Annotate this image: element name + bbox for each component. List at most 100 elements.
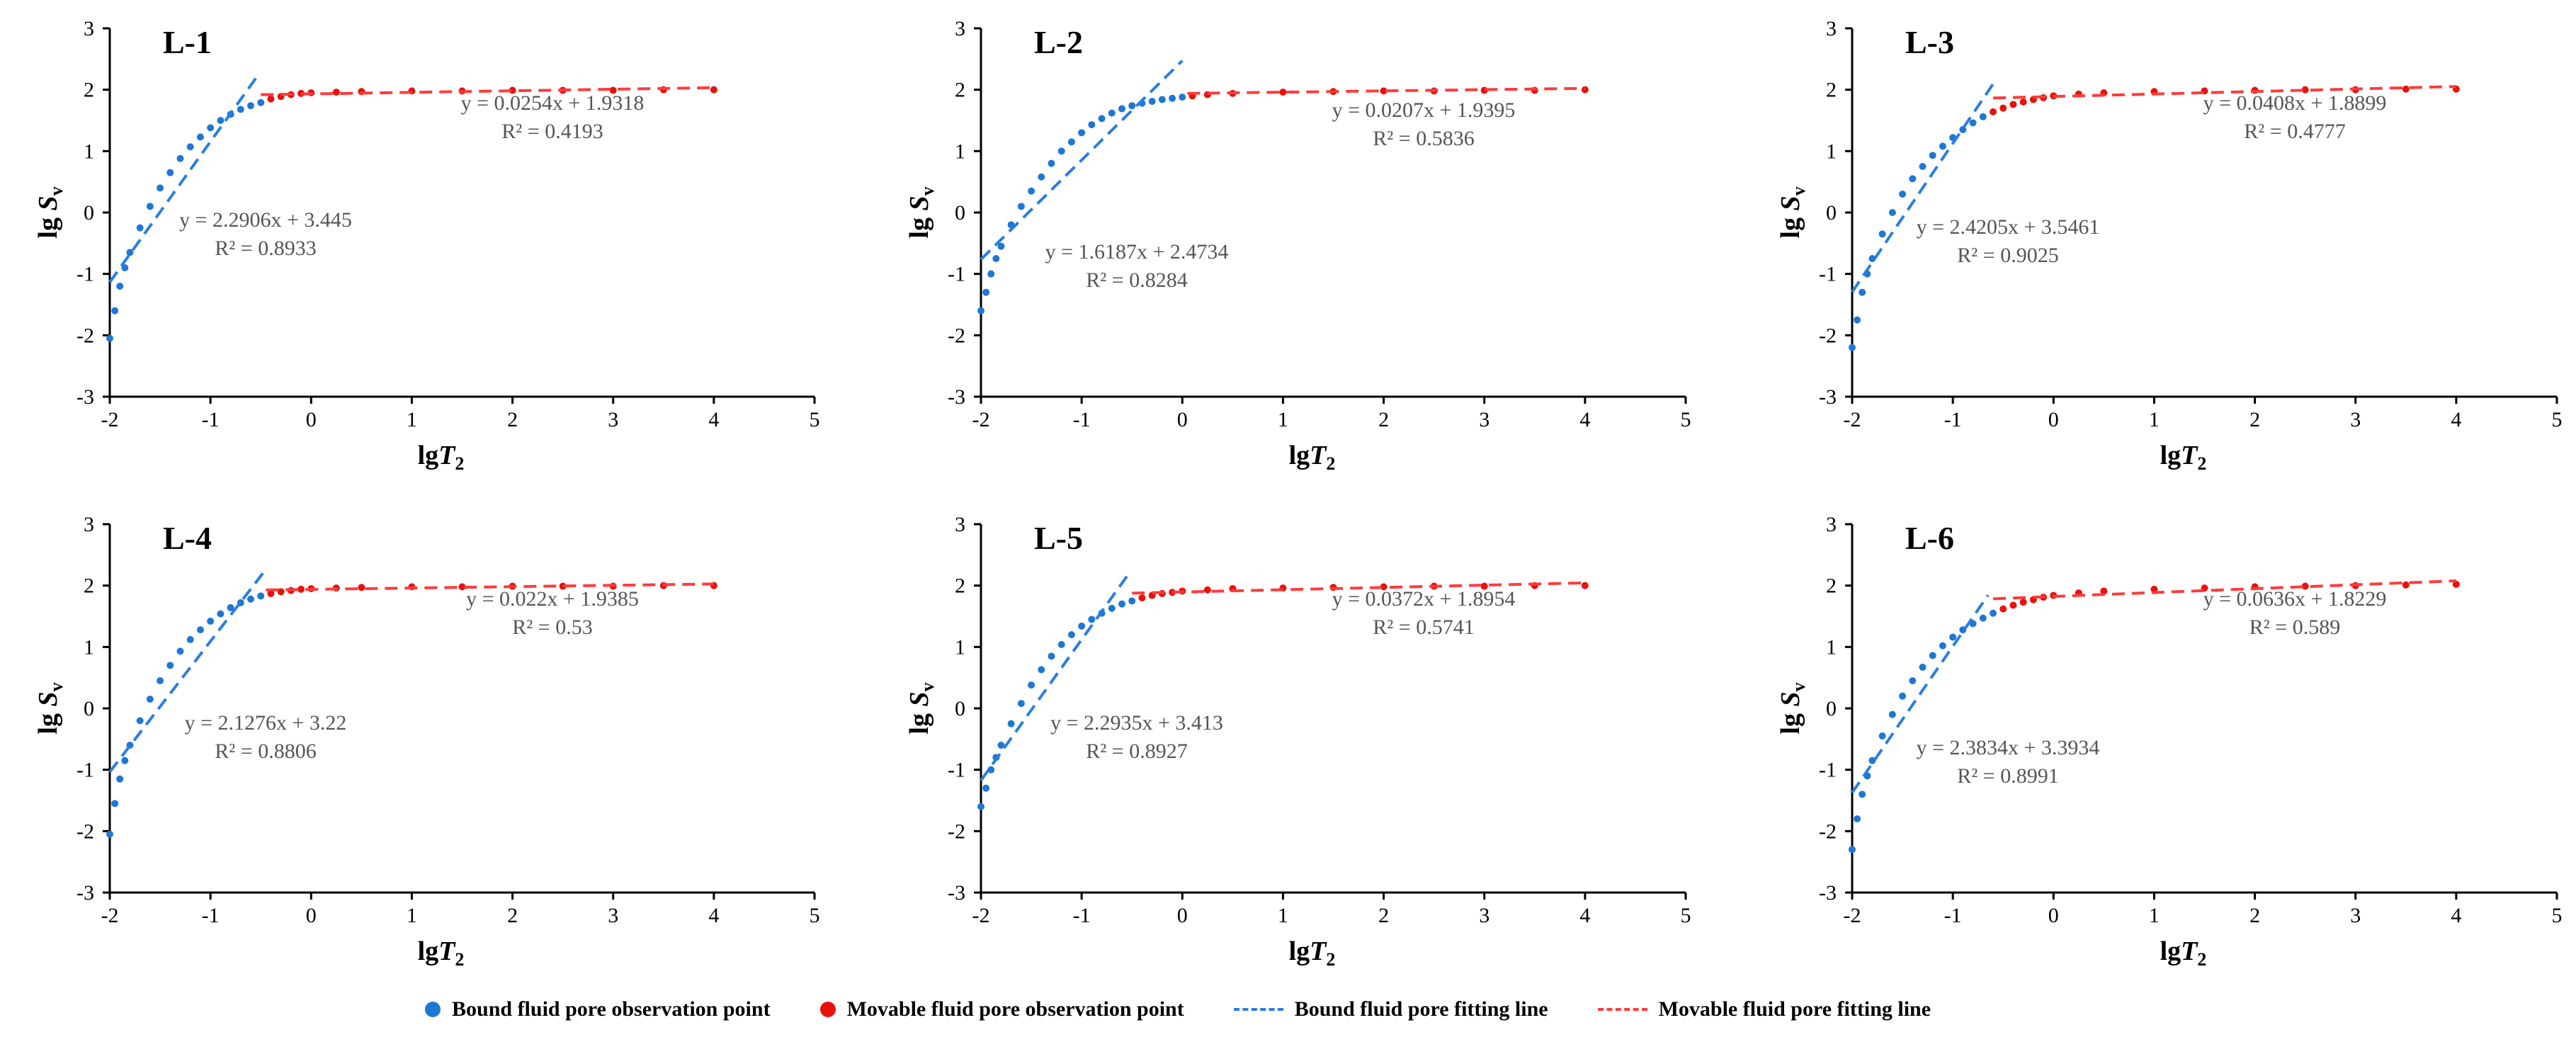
y-axis-label: lg Sv xyxy=(904,682,938,734)
movable-point xyxy=(1203,586,1211,594)
movable-point xyxy=(1999,605,2007,613)
x-tick-label: 3 xyxy=(608,904,618,927)
movable-fit-equation: y = 0.022x + 1.9385 xyxy=(466,587,639,611)
bound-point xyxy=(1888,710,1896,718)
y-tick-label: 3 xyxy=(1826,17,1837,40)
bound-point xyxy=(1108,109,1116,117)
legend-movable-point: Movable fluid pore observation point xyxy=(819,997,1184,1021)
x-tick-label: 5 xyxy=(810,408,820,431)
movable-point xyxy=(358,584,365,591)
bound-point xyxy=(1849,846,1856,854)
x-tick-label: 0 xyxy=(2048,408,2059,431)
bound-point xyxy=(987,766,995,774)
bound-point xyxy=(1088,121,1096,129)
bound-point xyxy=(1919,163,1927,170)
y-tick-label: -3 xyxy=(76,385,94,409)
bound-point xyxy=(1108,604,1116,612)
bound-point xyxy=(1048,159,1055,167)
x-tick-label: 4 xyxy=(1579,408,1590,431)
bound-point xyxy=(1859,791,1866,798)
bound-point xyxy=(1128,102,1136,110)
y-axis-label: lg Sv xyxy=(33,682,67,734)
bound-point xyxy=(1854,815,1861,822)
y-tick-label: 1 xyxy=(1826,635,1837,659)
movable-fit-line xyxy=(1992,85,2456,100)
bound-point xyxy=(207,124,215,132)
bound-fit-line xyxy=(108,77,257,283)
x-tick-label: 5 xyxy=(1681,408,1691,431)
bound-point xyxy=(247,595,254,603)
bound-point xyxy=(1169,94,1176,102)
bound-point xyxy=(1007,720,1015,727)
movable-point xyxy=(2019,98,2027,106)
panel-title: L-3 xyxy=(1905,24,1954,60)
bound-point xyxy=(987,270,995,278)
bound-point xyxy=(111,800,119,808)
bound-point xyxy=(227,604,234,611)
chart-panel-L-3: -2 -1 0 1 2 3 4 5 -3 -2 -1 0 1 2 3 lgT2 lg Sv L-3 y = 0.04… xyxy=(1776,17,2563,474)
bound-point xyxy=(1909,677,1917,684)
bound-point xyxy=(1909,175,1917,183)
x-axis-label: lgT2 xyxy=(418,936,465,970)
y-tick-label: -2 xyxy=(1819,324,1837,347)
bound-point xyxy=(1067,631,1075,638)
panel-title: L-2 xyxy=(1034,24,1083,60)
y-tick-label: 1 xyxy=(1826,140,1837,163)
bound-point xyxy=(1158,96,1166,103)
bound-point xyxy=(106,830,113,838)
bound-fit-r2: R² = 0.8927 xyxy=(1086,740,1187,763)
x-tick-label: 2 xyxy=(1378,408,1389,431)
y-tick-label: -1 xyxy=(76,263,94,286)
y-tick-label: -2 xyxy=(948,820,965,843)
bound-point xyxy=(1048,652,1055,660)
x-tick-label: -2 xyxy=(1844,904,1861,927)
bound-point xyxy=(1979,113,1987,120)
bound-point xyxy=(1919,663,1927,671)
bound-point xyxy=(116,283,124,290)
chart-panel-L-5: -2 -1 0 1 2 3 4 5 -3 -2 -1 0 1 2 3 lgT2 lg Sv L-5 y = 0.03… xyxy=(904,513,1691,970)
x-tick-label: -1 xyxy=(1944,408,1962,431)
bound-point xyxy=(1038,173,1045,181)
bound-point xyxy=(1929,152,1936,159)
movable-point xyxy=(1480,582,1488,590)
bound-point xyxy=(136,224,144,232)
bound-point xyxy=(1859,288,1866,296)
movable-point xyxy=(710,86,717,94)
bound-point xyxy=(196,626,204,634)
bound-point xyxy=(126,249,134,256)
bound-point xyxy=(1128,597,1136,605)
bound-point xyxy=(1078,129,1086,137)
bound-point xyxy=(1929,652,1936,659)
y-tick-label: -3 xyxy=(1819,881,1837,905)
bound-point xyxy=(977,307,985,315)
movable-point xyxy=(1279,89,1287,96)
x-tick-label: 2 xyxy=(507,408,518,431)
x-tick-label: 2 xyxy=(2249,408,2260,431)
x-tick-label: 1 xyxy=(1278,408,1288,431)
x-tick-label: 4 xyxy=(2451,408,2461,431)
movable-point xyxy=(458,583,466,591)
bound-point xyxy=(186,635,194,643)
x-tick-label: 0 xyxy=(306,408,317,431)
bound-point xyxy=(146,696,154,703)
movable-point xyxy=(2019,599,2027,606)
y-tick-label: -2 xyxy=(1819,820,1837,843)
bound-point xyxy=(997,742,1005,749)
bound-point xyxy=(136,717,144,725)
x-tick-label: 0 xyxy=(2048,904,2059,927)
y-axis-label: lg Sv xyxy=(904,186,938,238)
bound-point xyxy=(982,784,990,792)
movable-point xyxy=(2009,601,2017,609)
x-tick-label: 1 xyxy=(2149,904,2160,927)
y-tick-label: -2 xyxy=(76,324,94,347)
x-axis-label: lgT2 xyxy=(2160,441,2207,474)
bound-point xyxy=(1067,138,1075,146)
x-tick-label: 2 xyxy=(1378,904,1389,927)
panel-title: L-1 xyxy=(163,24,212,60)
y-tick-label: -3 xyxy=(76,881,94,905)
y-tick-label: -2 xyxy=(76,820,94,843)
bound-fit-line xyxy=(1851,83,1995,293)
bound-point xyxy=(1878,732,1886,740)
movable-fit-r2: R² = 0.4777 xyxy=(2244,120,2345,143)
x-tick-label: 3 xyxy=(1479,904,1490,927)
